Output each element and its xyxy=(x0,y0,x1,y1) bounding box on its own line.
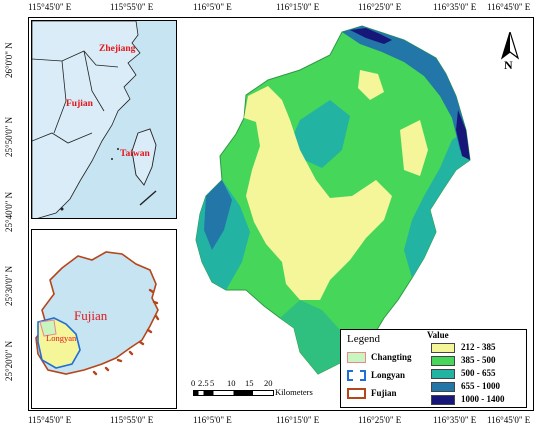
legend-label-fujian: Fujian xyxy=(371,388,397,398)
taiwan-line xyxy=(139,190,157,206)
legend-value-swatch-4 xyxy=(431,382,455,392)
legend-value-swatch-1 xyxy=(431,343,455,353)
inset-province-svg xyxy=(35,251,160,376)
legend-label-changting: Changting xyxy=(371,352,412,362)
scale-label-0: 0 xyxy=(191,378,196,388)
scale-label-4: 15 xyxy=(245,378,254,388)
elevation-mid-east xyxy=(404,130,470,278)
legend-value-label-5: 1000 - 1400 xyxy=(461,394,505,404)
elevation-peak-ne xyxy=(350,28,392,44)
legend-value-swatch-2 xyxy=(431,356,455,366)
inset-label-zhejiang: Zhejiang xyxy=(99,44,136,54)
legend-value-swatch-3 xyxy=(431,369,455,379)
inset-label-fujian: Fujian xyxy=(66,99,93,109)
top-tick-4: 116°15'0" E xyxy=(276,2,320,12)
scale-segments xyxy=(193,390,274,396)
elevation-lowland-east xyxy=(400,120,428,176)
top-tick-6: 116°35'0" E xyxy=(433,2,477,12)
bottom-tick-5: 116°25'0" E xyxy=(358,415,402,425)
elevation-high-ne xyxy=(342,26,470,160)
top-tick-7: 116°45'0" E xyxy=(487,2,531,12)
scale-label-5: 20 xyxy=(264,378,273,388)
inset-province-map: Fujian Longyan xyxy=(31,229,177,409)
map-legend: Legend Changting Longyan Fujian Value 21… xyxy=(340,329,527,408)
inset-label-fujian-province: Fujian xyxy=(74,308,108,323)
fujian-coast-dots xyxy=(92,288,160,376)
top-tick-3: 116°5'0" E xyxy=(193,2,232,12)
bottom-tick-7: 116°45'0" E xyxy=(487,415,531,425)
top-tick-2: 115°55'0" E xyxy=(110,2,154,12)
taiwan-island xyxy=(131,128,157,186)
legend-value-label-3: 500 - 655 xyxy=(461,368,496,378)
elevation-lowland xyxy=(244,86,392,300)
elevation-mid-south xyxy=(280,300,356,374)
scale-unit: Kilometers xyxy=(275,387,313,397)
scale-label-2: 5 xyxy=(210,378,215,388)
bottom-tick-2: 115°55'0" E xyxy=(110,415,154,425)
mainland-shape xyxy=(32,21,141,218)
province-borders xyxy=(32,50,119,144)
changting-region xyxy=(39,319,57,337)
legend-value-title: Value xyxy=(427,330,449,340)
bottom-tick-6: 116°35'0" E xyxy=(433,415,477,425)
elevation-high-center xyxy=(292,100,350,168)
legend-value-label-4: 655 - 1000 xyxy=(461,381,500,391)
bottom-tick-4: 116°15'0" E xyxy=(276,415,320,425)
bottom-tick-3: 116°5'0" E xyxy=(193,415,232,425)
inset-region-map: Zhejiang Fujian Taiwan xyxy=(31,20,177,219)
north-arrow-icon xyxy=(500,32,520,60)
legend-label-longyan: Longyan xyxy=(371,370,406,380)
legend-title: Legend xyxy=(347,333,380,345)
elevation-lowland-ne xyxy=(358,70,384,100)
inset-region-svg xyxy=(32,21,157,218)
scale-label-1: 2.5 xyxy=(198,378,209,388)
legend-swatch-longyan xyxy=(347,370,366,381)
elevation-high-west xyxy=(204,180,232,250)
inset-label-taiwan: Taiwan xyxy=(120,149,150,159)
legend-swatch-fujian xyxy=(347,388,366,399)
legend-value-label-2: 385 - 500 xyxy=(461,355,496,365)
legend-value-label-1: 212 - 385 xyxy=(461,342,496,352)
legend-value-swatch-5 xyxy=(431,395,455,405)
top-tick-1: 115°45'0" E xyxy=(28,2,72,12)
north-arrow-label: N xyxy=(504,58,513,72)
bottom-tick-1: 115°45'0" E xyxy=(28,415,72,425)
elevation-peak-east xyxy=(456,110,470,160)
top-tick-5: 116°25'0" E xyxy=(358,2,402,12)
legend-swatch-changting xyxy=(347,352,366,363)
inset-label-longyan: Longyan xyxy=(46,333,77,343)
scale-label-3: 10 xyxy=(227,378,236,388)
